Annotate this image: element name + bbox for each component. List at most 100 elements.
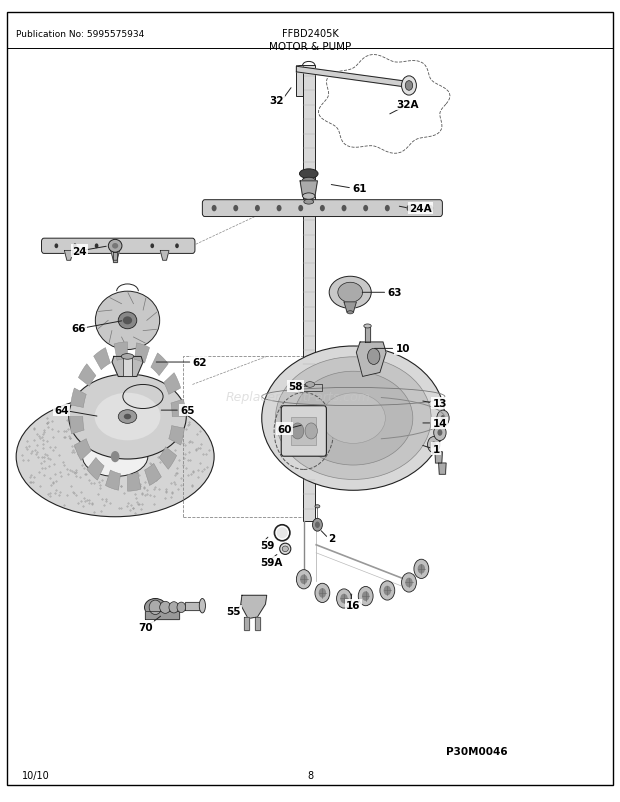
Ellipse shape [108,240,122,253]
Ellipse shape [277,528,288,539]
Circle shape [414,560,429,579]
FancyBboxPatch shape [202,200,443,217]
Circle shape [438,430,443,436]
Polygon shape [298,385,322,391]
Circle shape [363,205,368,212]
Ellipse shape [302,178,316,185]
Wedge shape [71,388,86,408]
Ellipse shape [16,397,214,517]
Polygon shape [64,251,73,261]
Text: 10/10: 10/10 [22,770,50,780]
Ellipse shape [118,410,137,423]
Ellipse shape [118,313,137,330]
Circle shape [407,205,412,212]
Circle shape [337,589,352,609]
Text: 70: 70 [138,622,153,632]
Circle shape [95,244,99,249]
Polygon shape [185,602,202,610]
Bar [123,357,133,377]
Ellipse shape [364,325,371,329]
Circle shape [428,205,433,212]
Text: 10: 10 [396,344,410,354]
Wedge shape [135,343,149,363]
Polygon shape [439,464,446,475]
Ellipse shape [112,244,118,249]
Ellipse shape [177,602,185,613]
Circle shape [432,442,436,448]
Wedge shape [144,464,161,486]
Wedge shape [164,373,180,395]
Wedge shape [105,471,120,491]
Text: 24: 24 [72,246,86,257]
Ellipse shape [124,414,131,419]
Ellipse shape [315,505,320,508]
Circle shape [277,205,281,212]
Polygon shape [296,67,414,89]
Circle shape [358,587,373,606]
Polygon shape [112,357,143,377]
Polygon shape [344,302,356,313]
Text: 65: 65 [180,406,195,415]
Circle shape [362,592,370,602]
Circle shape [319,589,326,598]
Ellipse shape [95,393,161,441]
Bar [296,67,303,97]
Ellipse shape [347,311,353,314]
Text: 55: 55 [226,606,241,617]
Text: 32: 32 [270,95,285,106]
Wedge shape [94,348,110,371]
Ellipse shape [299,169,318,179]
Polygon shape [435,452,443,464]
Ellipse shape [275,358,431,480]
Circle shape [255,205,260,212]
Ellipse shape [282,546,288,552]
Polygon shape [255,618,260,630]
Circle shape [434,425,446,441]
Text: 58: 58 [288,382,303,391]
Ellipse shape [338,283,363,303]
Polygon shape [356,342,386,377]
Text: 63: 63 [388,288,402,298]
Ellipse shape [82,437,148,477]
Circle shape [441,415,446,422]
Ellipse shape [306,383,314,388]
Circle shape [437,411,449,427]
Ellipse shape [95,292,160,350]
Ellipse shape [123,317,132,325]
FancyBboxPatch shape [281,406,326,456]
Circle shape [315,584,330,603]
Ellipse shape [169,602,179,614]
Circle shape [175,244,179,249]
Text: FFBD2405K: FFBD2405K [281,30,339,39]
Ellipse shape [122,354,134,360]
Text: 13: 13 [433,399,447,408]
Circle shape [291,423,304,439]
Text: 16: 16 [346,600,360,610]
Wedge shape [169,426,184,446]
Wedge shape [87,458,104,480]
Circle shape [405,578,413,588]
Text: 24A: 24A [409,204,432,214]
Text: Publication No: 5995575934: Publication No: 5995575934 [16,30,144,38]
Text: 64: 64 [54,406,69,415]
Circle shape [405,82,413,91]
Text: 61: 61 [352,184,366,194]
Circle shape [384,586,391,596]
Ellipse shape [304,200,314,205]
Text: 1: 1 [433,444,440,454]
Circle shape [402,573,417,593]
Ellipse shape [160,602,171,614]
Text: MOTOR & PUMP: MOTOR & PUMP [269,43,351,52]
Polygon shape [244,618,249,630]
Ellipse shape [280,544,291,555]
Text: 66: 66 [72,324,86,334]
Circle shape [300,575,308,585]
Ellipse shape [294,372,413,465]
Wedge shape [70,417,84,435]
Wedge shape [171,399,185,417]
Polygon shape [300,181,317,196]
Text: P30M0046: P30M0046 [446,746,508,755]
Ellipse shape [149,601,162,615]
Polygon shape [145,612,179,620]
Wedge shape [114,342,128,361]
